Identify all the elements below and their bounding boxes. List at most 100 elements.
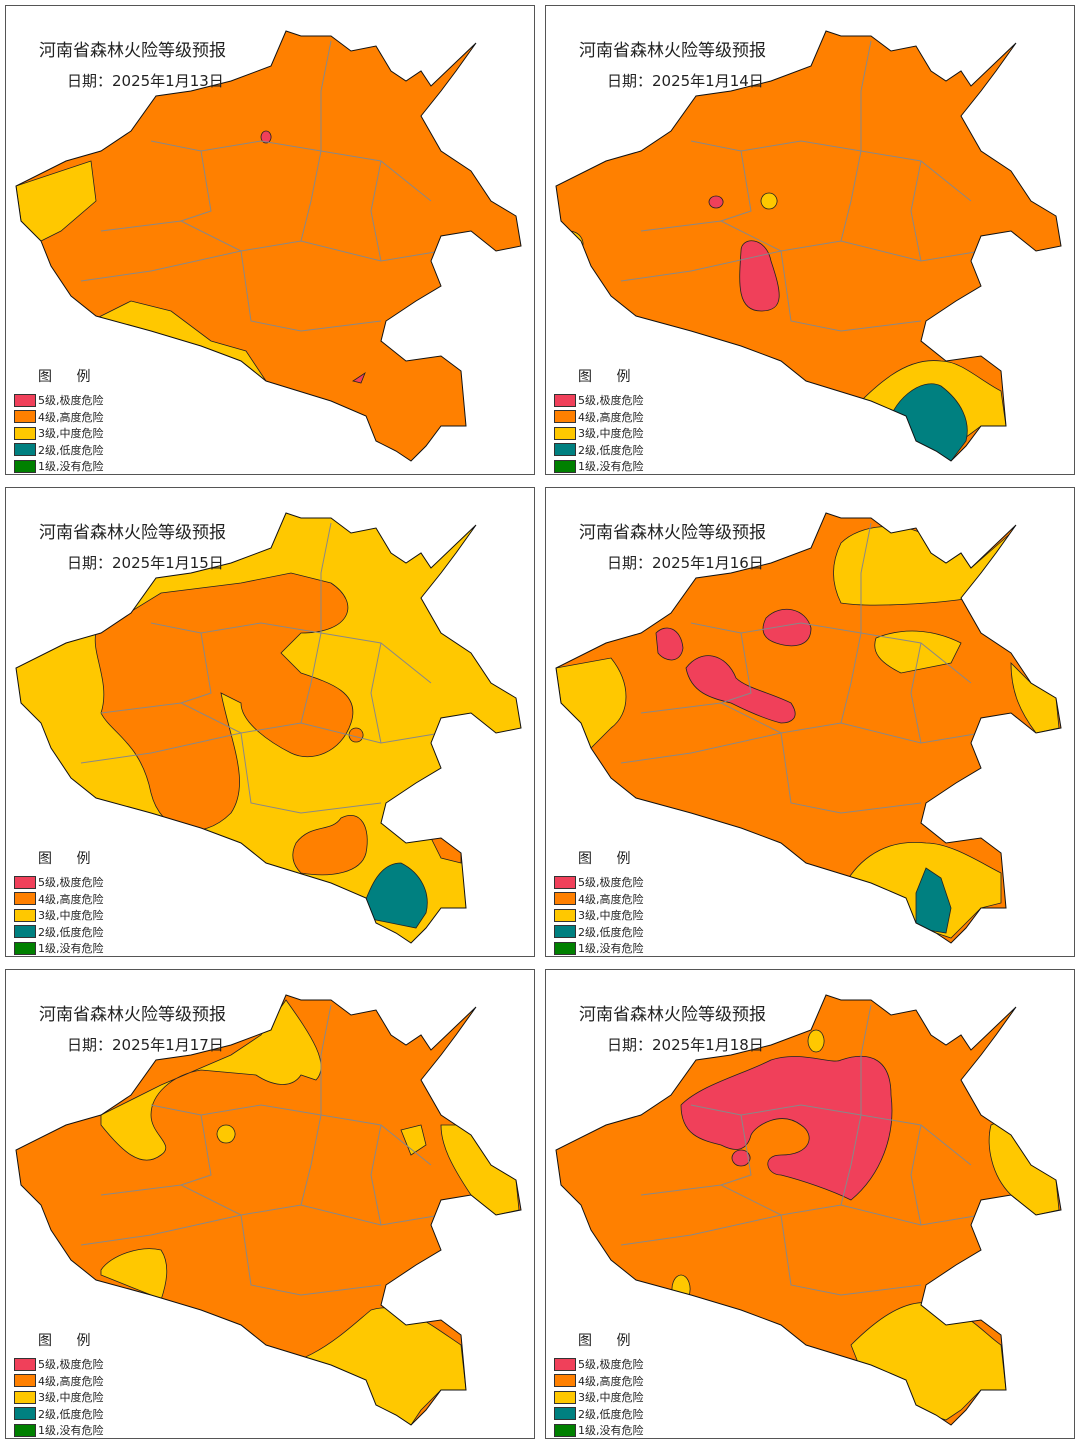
legend-swatch <box>554 1357 576 1371</box>
legend-item: 1级,没有危险 <box>14 1422 104 1438</box>
province-outline <box>15 512 522 944</box>
city-border <box>860 522 872 633</box>
city-border <box>240 732 382 814</box>
forecast-panel: 河南省森林火险等级预报 日期：2025年1月14日图 例 5级,极度危险 4级,高度危… <box>545 5 1075 475</box>
legend-item: 1级,没有危险 <box>14 940 104 956</box>
legend-label: 4级,高度危险 <box>578 892 644 906</box>
province-outline <box>15 30 522 462</box>
province-outline <box>555 512 1062 944</box>
city-border <box>320 1004 332 1115</box>
legend-swatch <box>14 925 36 939</box>
legend-swatch <box>14 1357 36 1371</box>
legend-item: 4级,高度危险 <box>554 409 644 426</box>
legend-label: 4级,高度危险 <box>38 892 104 906</box>
city-border <box>100 702 442 744</box>
henan-map <box>555 30 1062 462</box>
legend-label: 4级,高度危险 <box>578 410 644 424</box>
legend-item: 5级,极度危险 <box>554 392 644 409</box>
legend-item: 4级,高度危险 <box>554 1373 644 1390</box>
legend-item: 2级,低度危险 <box>554 1406 644 1423</box>
risk-zone-level-5 <box>260 130 272 144</box>
legend-item: 4级,高度危险 <box>14 1373 104 1390</box>
risk-zone-level-3 <box>556 230 584 258</box>
risk-zone-level-4 <box>348 727 364 743</box>
city-border <box>780 250 922 332</box>
city-border <box>620 250 782 282</box>
province-outline <box>555 30 1062 462</box>
forecast-panel: 河南省森林火险等级预报 日期：2025年1月15日图 例 5级,极度危险 4级,高度危… <box>5 487 535 957</box>
risk-zone-level-3 <box>1010 662 1060 734</box>
legend-swatch <box>554 410 576 424</box>
legend-swatch <box>554 925 576 939</box>
city-border <box>240 250 382 332</box>
legend-swatch <box>14 443 36 457</box>
city-border <box>840 632 862 724</box>
legend-swatch <box>14 426 36 440</box>
henan-map <box>555 512 1062 944</box>
legend-title: 图 例 <box>38 369 101 385</box>
city-border <box>910 1124 922 1226</box>
city-border <box>150 1104 432 1166</box>
city-border <box>860 1004 872 1115</box>
forecast-date: 日期：2025年1月14日 <box>607 72 764 90</box>
legend-label: 4级,高度危险 <box>38 1374 104 1388</box>
risk-zone-level-5 <box>762 609 812 647</box>
legend: 图 例 5级,极度危险 4级,高度危险 3级,中度危险 2级,低度危险 1级,没有危险 <box>14 1330 104 1438</box>
henan-map <box>555 994 1062 1426</box>
risk-zone-level-3 <box>874 630 962 674</box>
henan-map <box>15 994 522 1426</box>
legend-label: 3级,中度危险 <box>38 1391 104 1405</box>
legend-item: 3级,中度危险 <box>14 1389 104 1406</box>
legend-item: 3级,中度危险 <box>554 425 644 442</box>
legend-swatch <box>554 875 576 889</box>
city-border <box>620 1214 782 1246</box>
city-border <box>780 1214 922 1296</box>
city-border <box>640 702 982 744</box>
city-border <box>320 40 332 151</box>
legend-label: 4级,高度危险 <box>38 410 104 424</box>
risk-zone-level-3 <box>100 999 322 1161</box>
legend-label: 5级,极度危险 <box>38 1358 104 1372</box>
legend-swatch <box>14 892 36 906</box>
risk-zone-level-5 <box>685 655 796 724</box>
city-border <box>180 632 212 704</box>
forecast-date: 日期：2025年1月15日 <box>67 554 224 572</box>
legend-label: 5级,极度危险 <box>578 1358 644 1372</box>
legend-label: 3级,中度危险 <box>578 909 644 923</box>
legend-label: 5级,极度危险 <box>38 876 104 890</box>
legend-item: 3级,中度危险 <box>554 1389 644 1406</box>
risk-zone-level-2 <box>915 867 952 934</box>
legend-label: 5级,极度危险 <box>38 394 104 408</box>
legend-label: 4级,高度危险 <box>578 1374 644 1388</box>
legend-label: 3级,中度危险 <box>38 909 104 923</box>
map-title: 河南省森林火险等级预报 <box>579 41 766 61</box>
legend-item: 4级,高度危险 <box>14 409 104 426</box>
legend-swatch <box>554 892 576 906</box>
city-border <box>150 622 432 684</box>
forecast-panel: 河南省森林火险等级预报 日期：2025年1月13日图 例 5级,极度危险 4级,高度危… <box>5 5 535 475</box>
legend-label: 3级,中度危险 <box>578 1391 644 1405</box>
legend-item: 5级,极度危险 <box>554 874 644 891</box>
province-outline <box>15 994 522 1426</box>
map-title: 河南省森林火险等级预报 <box>579 523 766 543</box>
legend-label: 2级,低度危险 <box>38 443 104 457</box>
city-border <box>80 250 242 282</box>
city-border <box>180 150 212 222</box>
city-border <box>100 1184 442 1226</box>
map-title: 河南省森林火险等级预报 <box>579 1005 766 1025</box>
risk-zone-level-3 <box>807 1029 825 1053</box>
city-border <box>690 140 972 202</box>
city-border <box>690 622 972 684</box>
legend-label: 1级,没有危险 <box>578 1424 644 1438</box>
legend-swatch <box>554 459 576 473</box>
city-border <box>720 632 752 704</box>
risk-zone-level-3 <box>216 1124 236 1144</box>
legend-swatch <box>14 459 36 473</box>
legend-item: 3级,中度危险 <box>14 907 104 924</box>
city-border <box>320 522 332 633</box>
legend-label: 1级,没有危险 <box>38 460 104 474</box>
city-border <box>840 1114 862 1206</box>
legend-item: 2级,低度危险 <box>14 442 104 459</box>
city-border <box>910 160 922 262</box>
legend-swatch <box>14 1390 36 1404</box>
